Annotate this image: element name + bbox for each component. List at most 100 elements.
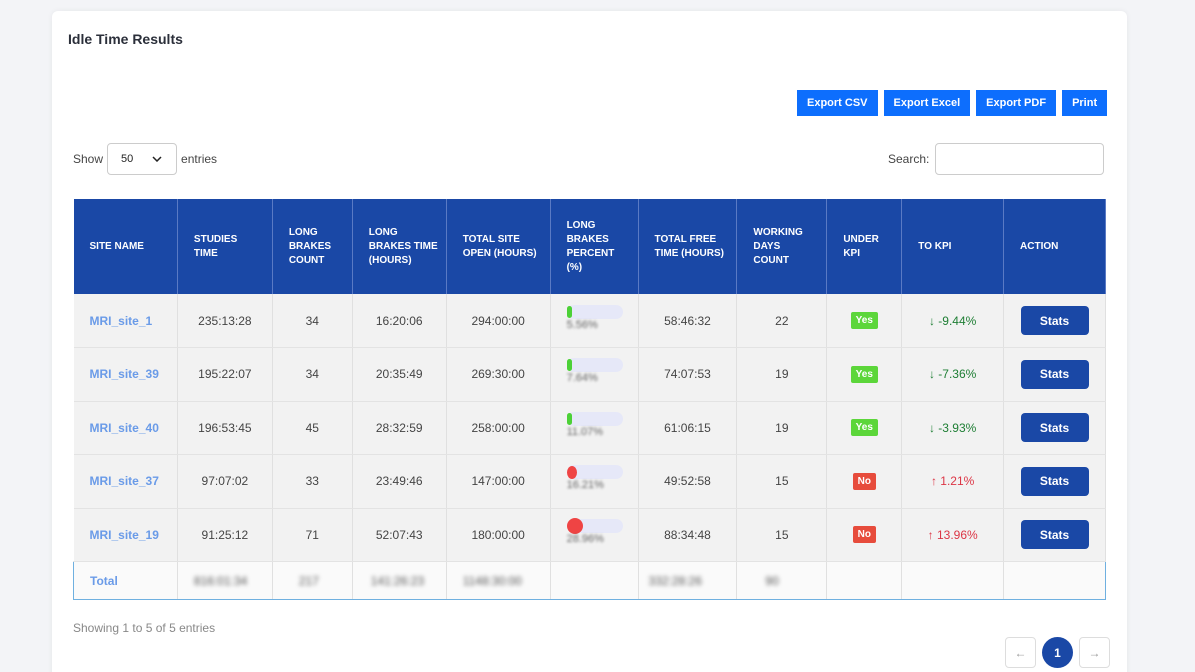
- total-site-open-cell: 258:00:00: [446, 401, 551, 455]
- percent-progress-bar: [566, 465, 623, 480]
- to-kpi-cell: ↑ 1.21%: [901, 454, 1005, 509]
- column-header[interactable]: LONG BRAKES PERCENT (%): [550, 199, 639, 294]
- studies-time-cell: 196:53:45: [177, 401, 273, 455]
- percent-value: 5.56%: [566, 318, 598, 331]
- percent-progress-bar: [566, 304, 623, 319]
- under-kpi-cell: No: [826, 454, 903, 509]
- column-header[interactable]: SITE NAME: [73, 199, 178, 294]
- total-free-time: 332:28:26: [638, 561, 738, 600]
- stats-button[interactable]: Stats: [1020, 413, 1089, 443]
- total-under-kpi: [826, 561, 903, 600]
- to-kpi-value: -9.44%: [938, 313, 977, 328]
- page-1-button[interactable]: 1: [1042, 637, 1073, 668]
- site-link[interactable]: MRI_site_39: [89, 367, 159, 382]
- search-input[interactable]: [935, 143, 1105, 175]
- column-header[interactable]: TOTAL FREE TIME (HOURS): [638, 199, 738, 294]
- site-name-cell: MRI_site_40: [73, 401, 178, 455]
- total-free-time-cell: 88:34:48: [638, 508, 738, 562]
- total-free-time-cell: 58:46:32: [638, 294, 738, 348]
- column-header[interactable]: WORKING DAYS COUNT: [736, 199, 828, 294]
- entries-select-value: 50: [121, 153, 134, 165]
- percent-value: 7.64%: [566, 372, 598, 385]
- export-csv-button[interactable]: Export CSV: [797, 90, 878, 116]
- total-free-time-cell: 49:52:58: [638, 454, 738, 509]
- stats-button[interactable]: Stats: [1020, 306, 1089, 335]
- to-kpi-cell: ↓ -9.44%: [901, 294, 1005, 348]
- stats-button[interactable]: Stats: [1020, 359, 1089, 389]
- site-link[interactable]: MRI_site_37: [89, 474, 159, 489]
- percent-progress-bar: [566, 358, 623, 373]
- under-kpi-badge: No: [852, 526, 876, 544]
- print-button[interactable]: Print: [1062, 90, 1108, 116]
- to-kpi-value: 13.96%: [936, 527, 978, 542]
- to-kpi-cell: ↑ 13.96%: [901, 508, 1005, 562]
- total-site-open-cell: 180:00:00: [446, 508, 551, 562]
- stats-button[interactable]: Stats: [1020, 466, 1089, 496]
- previous-page-button[interactable]: ←: [1005, 637, 1036, 668]
- action-cell: Stats: [1003, 508, 1106, 562]
- working-days-cell: 15: [736, 454, 828, 509]
- card-title: Idle Time Results: [68, 31, 183, 47]
- site-link[interactable]: MRI_site_19: [89, 527, 159, 542]
- export-pdf-button[interactable]: Export PDF: [976, 90, 1057, 116]
- working-days-cell: 19: [736, 347, 828, 402]
- column-header[interactable]: ACTION: [1003, 199, 1106, 294]
- long-brakes-time-cell: 20:35:49: [352, 347, 447, 402]
- arrow-up-icon: ↑: [927, 527, 934, 542]
- percent-value: 28.96%: [566, 532, 604, 545]
- column-header[interactable]: LONG BRAKES COUNT: [272, 199, 353, 294]
- total-to-kpi: [901, 561, 1005, 600]
- arrow-down-icon: ↓: [928, 313, 935, 328]
- long-brakes-count-cell: 34: [272, 294, 353, 348]
- long-brakes-count-cell: 45: [272, 401, 353, 455]
- long-brakes-time-cell: 16:20:06: [352, 294, 447, 348]
- site-link[interactable]: MRI_site_40: [89, 420, 159, 435]
- to-kpi-value: -3.93%: [938, 420, 977, 435]
- entries-label: entries: [181, 152, 218, 166]
- long-brakes-count-cell: 71: [272, 508, 353, 562]
- under-kpi-badge: Yes: [850, 365, 878, 383]
- long-brakes-time-cell: 23:49:46: [352, 454, 447, 509]
- stats-button[interactable]: Stats: [1020, 520, 1089, 550]
- export-excel-button[interactable]: Export Excel: [883, 90, 971, 116]
- site-name-cell: MRI_site_1: [73, 294, 178, 348]
- arrow-down-icon: ↓: [928, 367, 935, 382]
- column-header[interactable]: STUDIES TIME: [177, 199, 273, 294]
- total-long-brakes-time: 141:26:23: [352, 561, 447, 600]
- long-brakes-count-cell: 34: [272, 347, 353, 402]
- long-brakes-count-cell: 33: [272, 454, 353, 509]
- working-days-cell: 15: [736, 508, 828, 562]
- working-days-cell: 22: [736, 294, 828, 348]
- action-cell: Stats: [1003, 347, 1106, 402]
- percent-progress-bar: [566, 411, 623, 426]
- entries-select[interactable]: 50: [107, 143, 178, 175]
- site-link[interactable]: MRI_site_1: [89, 313, 153, 328]
- action-cell: Stats: [1003, 294, 1106, 348]
- table-row: MRI_site_19 91:25:12 71 52:07:43 180:00:…: [73, 508, 1106, 562]
- total-free-time-cell: 74:07:53: [638, 347, 738, 402]
- total-long-brakes-count: 217: [272, 561, 353, 600]
- search-label: Search:: [888, 152, 930, 166]
- chevron-down-icon: [152, 156, 162, 162]
- working-days-cell: 19: [736, 401, 828, 455]
- next-page-button[interactable]: →: [1079, 637, 1110, 668]
- table-header-row: SITE NAME STUDIES TIME LONG BRAKES COUNT…: [73, 199, 1106, 294]
- results-card: Idle Time Results Export CSV Export Exce…: [52, 11, 1127, 672]
- under-kpi-badge: Yes: [850, 419, 878, 437]
- under-kpi-badge: Yes: [850, 312, 878, 329]
- site-name-cell: MRI_site_19: [73, 508, 178, 562]
- column-header[interactable]: TO KPI: [901, 199, 1005, 294]
- under-kpi-badge: No: [852, 472, 876, 490]
- long-brakes-percent-cell: 16.21%: [550, 454, 639, 509]
- column-header[interactable]: LONG BRAKES TIME (HOURS): [352, 199, 447, 294]
- column-header[interactable]: TOTAL SITE OPEN (HOURS): [446, 199, 551, 294]
- long-brakes-percent-cell: 11.07%: [550, 401, 639, 455]
- pagination: ← 1 →: [1005, 637, 1110, 668]
- studies-time-cell: 195:22:07: [177, 347, 273, 402]
- long-brakes-percent-cell: 7.64%: [550, 347, 639, 402]
- search-control: Search:: [888, 143, 1105, 175]
- percent-value: 11.07%: [566, 425, 604, 438]
- column-header[interactable]: UNDER KPI: [826, 199, 903, 294]
- progress-fill: [566, 466, 577, 480]
- long-brakes-time-cell: 28:32:59: [352, 401, 447, 455]
